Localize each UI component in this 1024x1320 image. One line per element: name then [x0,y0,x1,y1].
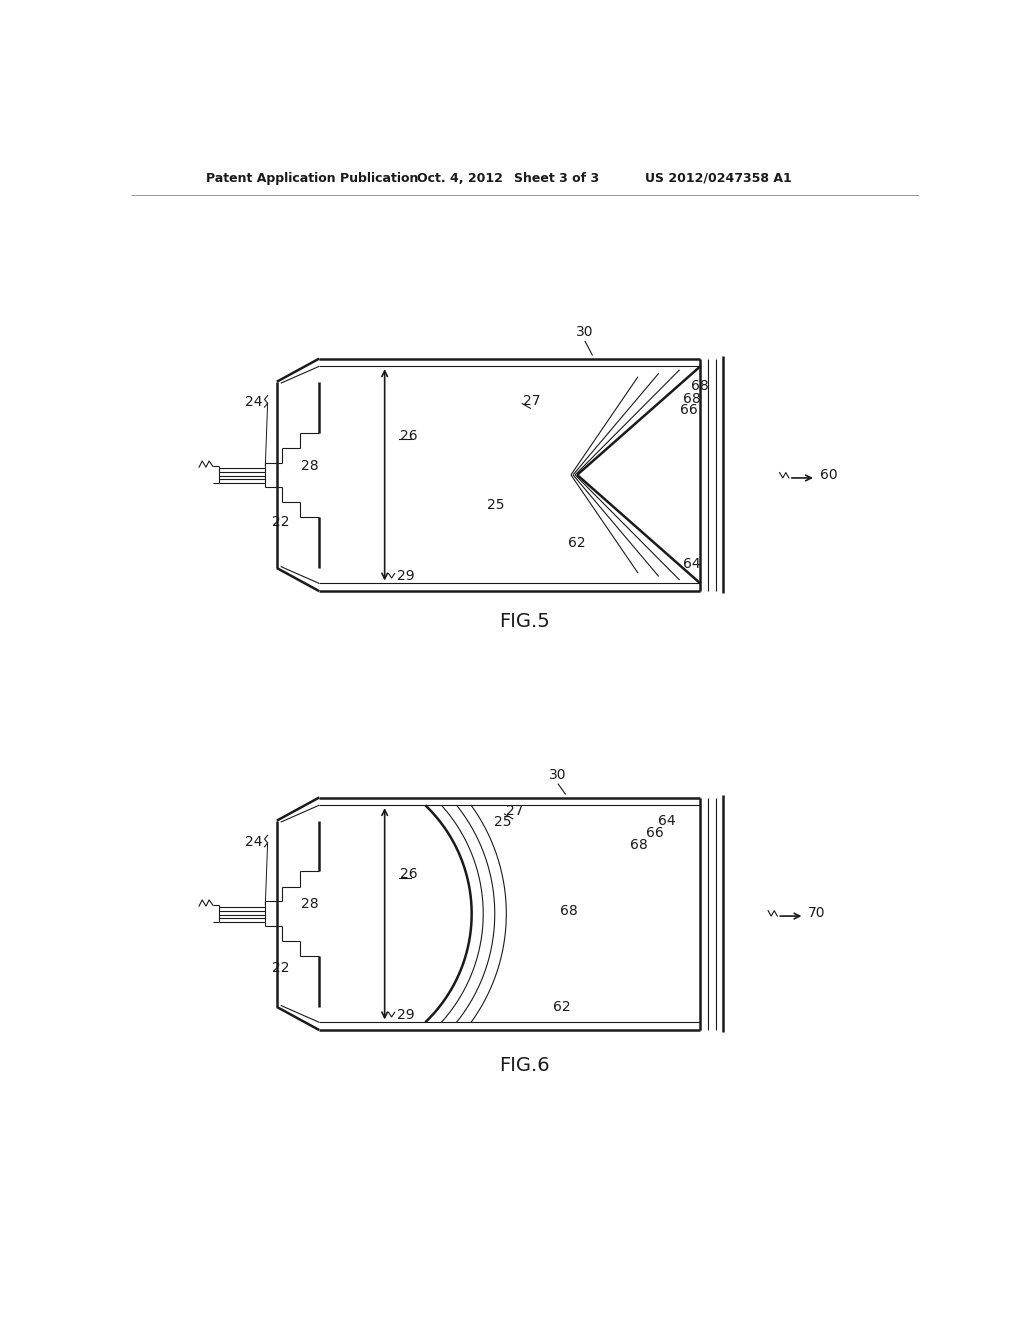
Text: 22: 22 [272,515,290,529]
Text: 28: 28 [301,459,319,474]
Text: 30: 30 [549,768,566,781]
Text: FIG.5: FIG.5 [500,612,550,631]
Text: 25: 25 [494,816,512,829]
Text: US 2012/0247358 A1: US 2012/0247358 A1 [645,172,792,185]
Text: 24: 24 [246,836,263,849]
Text: Patent Application Publication: Patent Application Publication [206,172,419,185]
Text: 27: 27 [523,393,541,408]
Text: 25: 25 [486,498,504,512]
Text: 64: 64 [658,813,676,828]
Text: 68: 68 [683,392,701,405]
Text: 26: 26 [400,429,418,442]
Text: 64: 64 [683,557,701,572]
Text: 68: 68 [691,379,709,392]
Text: 68: 68 [630,838,647,853]
Text: FIG.6: FIG.6 [500,1056,550,1074]
Text: 60: 60 [819,467,838,482]
Text: 27: 27 [506,804,523,818]
Text: 62: 62 [568,536,586,550]
Text: 22: 22 [272,961,290,975]
Text: 70: 70 [808,906,825,920]
Text: 26: 26 [400,867,418,882]
Text: Sheet 3 of 3: Sheet 3 of 3 [514,172,599,185]
Text: 66: 66 [646,826,665,840]
Text: 29: 29 [397,569,415,582]
Text: Oct. 4, 2012: Oct. 4, 2012 [417,172,503,185]
Text: 24: 24 [246,396,263,409]
Text: 28: 28 [301,896,319,911]
Text: 68: 68 [560,904,578,919]
Text: 29: 29 [397,1007,415,1022]
Text: 66: 66 [680,403,697,417]
Text: 62: 62 [553,1001,570,1014]
Text: 30: 30 [577,325,594,339]
